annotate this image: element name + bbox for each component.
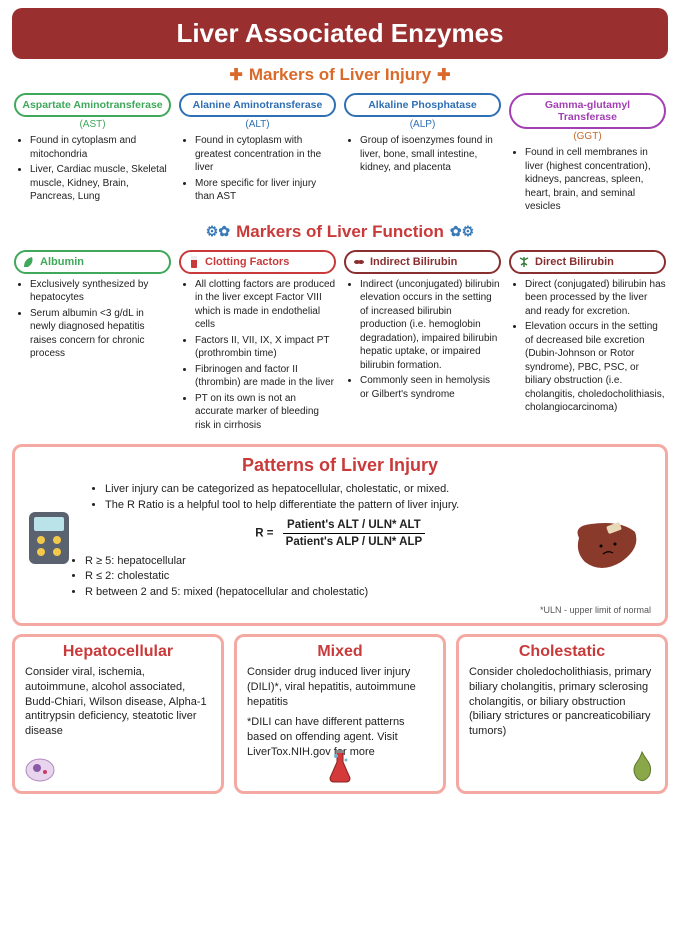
function-marker-pill: Clotting Factors — [179, 250, 336, 274]
bullet-item: Fibrinogen and factor II (thrombin) are … — [195, 363, 336, 390]
patterns-intro-item: Liver injury can be categorized as hepat… — [105, 482, 591, 497]
bullet-item: More specific for liver injury than AST — [195, 177, 336, 204]
patterns-title: Patterns of Liver Injury — [29, 455, 651, 476]
marker-abbr: (ALP) — [344, 119, 501, 130]
threshold-item: R ≥ 5: hepatocellular — [85, 554, 591, 569]
pill-icon — [352, 255, 366, 269]
marker-pill: Aspartate Aminotransferase — [14, 93, 171, 117]
category-title: Cholestatic — [469, 643, 655, 661]
patterns-body: Liver injury can be categorized as hepat… — [29, 482, 651, 617]
injury-marker-col: Gamma-glutamyl Transferase (GGT) Found in … — [509, 93, 666, 216]
marker-abbr: (GGT) — [509, 131, 666, 142]
page: Liver Associated Enzymes ✚ Markers of Li… — [0, 8, 680, 804]
section-heading-function: ⚙✿ Markers of Liver Function ✿⚙ — [0, 222, 680, 242]
gear-icon: ⚙✿ — [206, 223, 230, 240]
page-title: Liver Associated Enzymes — [12, 8, 668, 59]
marker-bullets: Found in cytoplasm with greatest concent… — [179, 134, 336, 204]
category-title: Mixed — [247, 643, 433, 661]
function-marker-col: Clotting Factors All clotting factors are… — [179, 250, 336, 435]
bullet-item: All clotting factors are produced in the… — [195, 278, 336, 332]
category-box: Mixed Consider drug induced liver injury … — [234, 634, 446, 794]
function-marker-label: Direct Bilirubin — [535, 256, 614, 268]
function-marker-pill: Direct Bilirubin — [509, 250, 666, 274]
bullet-item: PT on its own is not an accurate marker … — [195, 392, 336, 433]
r-ratio-formula: R = Patient's ALT / ULN* ALT Patient's A… — [29, 517, 651, 550]
calculator-icon — [27, 510, 71, 566]
injury-marker-col: Aspartate Aminotransferase (AST) Found in … — [14, 93, 171, 216]
function-marker-col: Albumin Exclusively synthesized by hepato… — [14, 250, 171, 435]
function-marker-pill: Albumin — [14, 250, 171, 274]
liver-icon — [571, 518, 641, 574]
injury-marker-col: Alkaline Phosphatase (ALP) Group of isoenz… — [344, 93, 501, 216]
function-marker-bullets: Indirect (unconjugated) bilirubin elevat… — [344, 278, 501, 402]
bullet-item: Serum albumin <3 g/dL in newly diagnosed… — [30, 307, 171, 361]
section-heading-injury: ✚ Markers of Liver Injury ✚ — [0, 65, 680, 85]
function-marker-bullets: Direct (conjugated) bilirubin has been p… — [509, 278, 666, 415]
function-marker-pill: Indirect Bilirubin — [344, 250, 501, 274]
function-marker-label: Clotting Factors — [205, 256, 289, 268]
bandaid-icon: ✚ — [437, 65, 450, 85]
marker-bullets: Group of isoenzymes found in liver, bone… — [344, 134, 501, 175]
function-marker-label: Albumin — [40, 256, 84, 268]
bandaid-icon: ✚ — [229, 65, 242, 85]
category-box: Hepatocellular Consider viral, ischemia, … — [12, 634, 224, 794]
injury-marker-col: Alanine Aminotransferase (ALT) Found in cy… — [179, 93, 336, 216]
bullet-item: Group of isoenzymes found in liver, bone… — [360, 134, 501, 175]
formula-numerator: Patient's ALT / ULN* ALT — [283, 517, 425, 534]
function-heading-text: Markers of Liver Function — [236, 222, 444, 242]
function-marker-bullets: All clotting factors are produced in the… — [179, 278, 336, 433]
marker-pill: Alkaline Phosphatase — [344, 93, 501, 117]
tree-icon — [517, 255, 531, 269]
gallbladder-icon — [627, 750, 657, 787]
bullet-item: Found in cell membranes in liver (highes… — [525, 146, 666, 214]
uln-footnote: *ULN - upper limit of normal — [29, 604, 651, 617]
categories-row: Hepatocellular Consider viral, ischemia, … — [0, 634, 680, 794]
threshold-item: R between 2 and 5: mixed (hepatocellular… — [85, 585, 591, 600]
formula-denominator: Patient's ALP / ULN* ALP — [286, 536, 423, 548]
bullet-item: Found in cytoplasm with greatest concent… — [195, 134, 336, 175]
bullet-item: Factors II, VII, IX, X impact PT (prothr… — [195, 334, 336, 361]
function-marker-col: Direct Bilirubin Direct (conjugated) bili… — [509, 250, 666, 435]
category-box: Cholestatic Consider choledocholithiasis,… — [456, 634, 668, 794]
function-marker-col: Indirect Bilirubin Indirect (unconjugated… — [344, 250, 501, 435]
formula-label: R = — [255, 528, 273, 540]
patterns-thresholds-list: R ≥ 5: hepatocellularR ≤ 2: cholestaticR… — [59, 554, 591, 600]
marker-abbr: (AST) — [14, 119, 171, 130]
category-body: Consider viral, ischemia, autoimmune, al… — [25, 665, 211, 739]
tube-icon — [187, 255, 201, 269]
patterns-intro-item: The R Ratio is a helpful tool to help di… — [105, 498, 591, 513]
marker-pill: Alanine Aminotransferase — [179, 93, 336, 117]
threshold-item: R ≤ 2: cholestatic — [85, 569, 591, 584]
function-marker-bullets: Exclusively synthesized by hepatocytesSe… — [14, 278, 171, 361]
bullet-item: Liver, Cardiac muscle, Skeletal muscle, … — [30, 163, 171, 204]
function-marker-label: Indirect Bilirubin — [370, 256, 457, 268]
bullet-item: Indirect (unconjugated) bilirubin elevat… — [360, 278, 501, 373]
cell-icon — [23, 756, 57, 787]
leaf-icon — [22, 255, 36, 269]
bullet-item: Exclusively synthesized by hepatocytes — [30, 278, 171, 305]
flask-icon — [326, 750, 354, 787]
function-markers-row: Albumin Exclusively synthesized by hepato… — [0, 250, 680, 435]
patterns-intro-list: Liver injury can be categorized as hepat… — [79, 482, 591, 513]
bullet-item: Commonly seen in hemolysis or Gilbert's … — [360, 374, 501, 401]
patterns-panel: Patterns of Liver Injury Liver injury ca… — [12, 444, 668, 626]
bullet-item: Elevation occurs in the setting of decre… — [525, 320, 666, 415]
category-body: Consider drug induced liver injury (DILI… — [247, 665, 433, 710]
bullet-item: Found in cytoplasm and mitochondria — [30, 134, 171, 161]
marker-bullets: Found in cell membranes in liver (highes… — [509, 146, 666, 214]
marker-abbr: (ALT) — [179, 119, 336, 130]
bullet-item: Direct (conjugated) bilirubin has been p… — [525, 278, 666, 319]
gear-icon: ✿⚙ — [450, 223, 474, 240]
injury-heading-text: Markers of Liver Injury — [249, 65, 431, 85]
marker-bullets: Found in cytoplasm and mitochondriaLiver… — [14, 134, 171, 204]
marker-pill: Gamma-glutamyl Transferase — [509, 93, 666, 129]
category-body: Consider choledocholithiasis, primary bi… — [469, 665, 655, 739]
category-title: Hepatocellular — [25, 643, 211, 661]
injury-markers-row: Aspartate Aminotransferase (AST) Found in … — [0, 93, 680, 216]
